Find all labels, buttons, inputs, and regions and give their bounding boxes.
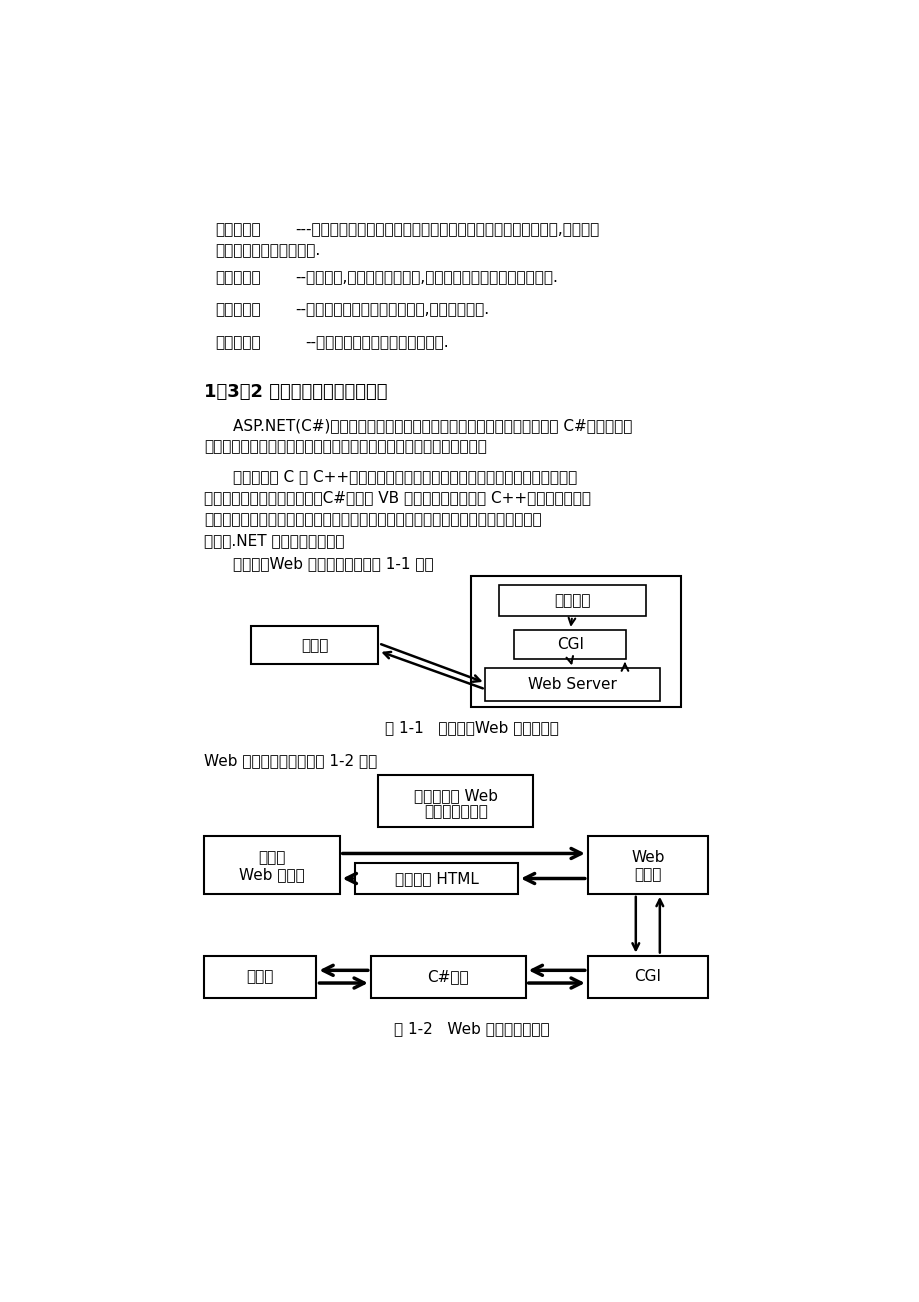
Bar xyxy=(378,775,533,827)
Text: 数据库: 数据库 xyxy=(246,969,274,984)
Text: 持成为.NET 开发的首选语言。: 持成为.NET 开发的首选语言。 xyxy=(204,534,345,548)
Text: 访问并调用 Web: 访问并调用 Web xyxy=(414,789,497,803)
Text: ---估计开发费用以及最终从开发成功的系统所获得的收入或利益,衡量比较: ---估计开发费用以及最终从开发成功的系统所获得的收入或利益,衡量比较 xyxy=(295,221,599,237)
Bar xyxy=(485,668,659,700)
Text: Web: Web xyxy=(630,850,664,865)
Bar xyxy=(587,956,707,997)
Text: 服务器: 服务器 xyxy=(633,867,661,881)
Text: 经济可行性: 经济可行性 xyxy=(216,221,261,237)
Text: 浏览器－Web 服务器的结构如图 1-1 所示: 浏览器－Web 服务器的结构如图 1-1 所示 xyxy=(233,557,433,572)
Text: 1．3．2 相关技术与开发工具介绍: 1．3．2 相关技术与开发工具介绍 xyxy=(204,383,387,401)
Text: 技术可行性: 技术可行性 xyxy=(216,271,261,285)
Text: --明确系统开发可能导致的责任,有无违法问题.: --明确系统开发可能导致的责任,有无违法问题. xyxy=(295,302,489,318)
Text: 和模版，不允许多重继承）。C#综合了 VB 简单的可视化操作和 C++的高运行效率，: 和模版，不允许多重继承）。C#综合了 VB 简单的可视化操作和 C++的高运行效… xyxy=(204,491,591,505)
Bar xyxy=(204,836,339,894)
Text: 服务器上的应用: 服务器上的应用 xyxy=(424,803,487,819)
Bar xyxy=(471,575,680,707)
Bar xyxy=(250,626,378,664)
Text: 不同的方案: 不同的方案 xyxy=(216,335,261,350)
Text: 法律可行性: 法律可行性 xyxy=(216,302,261,318)
Bar xyxy=(370,956,525,997)
Bar xyxy=(514,630,626,659)
Text: --对系统开发的各种方案进行评价.: --对系统开发的各种方案进行评价. xyxy=(304,335,448,350)
Text: 浏览器: 浏览器 xyxy=(301,638,328,652)
Text: Web 应用的执行过程如图 1-2 所示: Web 应用的执行过程如图 1-2 所示 xyxy=(204,753,377,768)
Text: C#应用: C#应用 xyxy=(427,969,469,984)
Text: 应用程序: 应用程序 xyxy=(553,592,590,608)
Text: CGI: CGI xyxy=(633,969,661,984)
Bar xyxy=(587,836,707,894)
Text: 支出的费用和收到的利益.: 支出的费用和收到的利益. xyxy=(216,243,321,258)
Text: Web Server: Web Server xyxy=(528,677,617,691)
Text: 客户端: 客户端 xyxy=(258,850,285,865)
Text: --分析功能,性能以及限制条件,能否是一个技术上可实现的系统.: --分析功能,性能以及限制条件,能否是一个技术上可实现的系统. xyxy=(295,271,558,285)
Text: 。它在继承 C 和 C++强大功能的同时去掉了一些它们的复杂特性（例如没有宏: 。它在继承 C 和 C++强大功能的同时去掉了一些它们的复杂特性（例如没有宏 xyxy=(233,469,576,484)
Bar xyxy=(498,585,645,616)
Bar xyxy=(355,863,517,894)
Text: 图 1-1   浏览器－Web 服务器结构: 图 1-1 浏览器－Web 服务器结构 xyxy=(384,720,558,736)
Text: Web 浏览器: Web 浏览器 xyxy=(239,867,304,881)
Text: 以用一种可视和直观的方式来创建应用程序的用户界面和数据库接口。: 以用一种可视和直观的方式来创建应用程序的用户界面和数据库接口。 xyxy=(204,440,486,454)
Bar xyxy=(204,956,316,997)
Text: 图 1-2   Web 应用的执行过程: 图 1-2 Web 应用的执行过程 xyxy=(393,1021,549,1036)
Text: 返回动态 HTML: 返回动态 HTML xyxy=(394,871,478,885)
Text: ASP.NET(C#)是一种简单、现代、面向对象且类型安全的编程语言。在 C#环境中，可: ASP.NET(C#)是一种简单、现代、面向对象且类型安全的编程语言。在 C#环… xyxy=(233,418,631,434)
Text: 以其强大的操作能力、优雅的语法风格、创新的语言特性和便捷的面向组件编程的支: 以其强大的操作能力、优雅的语法风格、创新的语言特性和便捷的面向组件编程的支 xyxy=(204,512,541,527)
Text: CGI: CGI xyxy=(556,637,584,652)
